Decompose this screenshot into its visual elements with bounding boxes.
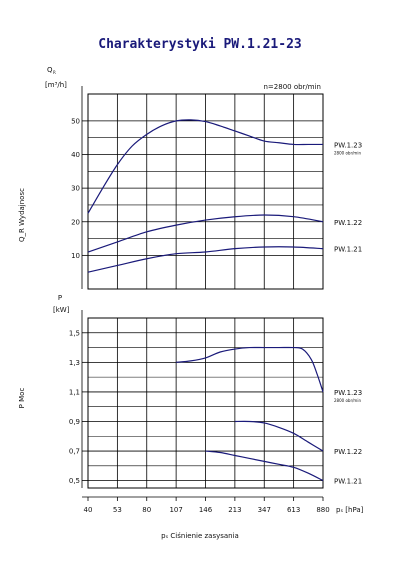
panel-0-ytick-label-0: 10 xyxy=(71,252,80,260)
x-tick-label-8: 880 xyxy=(316,506,329,514)
panel-1-series-note-PW.1.23: 2800 obr/min xyxy=(334,398,361,403)
bottom-y-label: P Moc xyxy=(18,388,26,409)
x-tick-label-5: 213 xyxy=(228,506,241,514)
panel-0-curve-PW.1.21 xyxy=(87,246,324,273)
bottom-y-unit: [kW] xyxy=(53,306,70,314)
speed-annotation: n=2800 obr/min xyxy=(263,83,321,91)
top-y-symbol-sub: R xyxy=(53,70,56,75)
panel-0-series-label-PW.1.21: PW.1.21 xyxy=(334,246,362,254)
panel-0-series-note-PW.1.23: 2800 obr/min xyxy=(334,150,361,155)
x-tick-label-6: 347 xyxy=(258,506,271,514)
panel-1-curve-PW.1.21 xyxy=(205,450,324,482)
panel-1-series-label-PW.1.22: PW.1.22 xyxy=(334,448,362,456)
x-axis-label: pₛ Ciśnienie zasysania xyxy=(161,532,239,540)
panel-0-ytick-label-4: 50 xyxy=(71,117,80,125)
x-tick-label-3: 107 xyxy=(169,506,182,514)
top-y-label: Q_R Wydajnosc xyxy=(18,188,26,242)
panel-1-ytick-label-5: 1,5 xyxy=(69,329,80,337)
panel-1-ytick-label-4: 1,3 xyxy=(69,359,80,367)
top-y-symbol: Q xyxy=(47,66,53,74)
x-tick-label-2: 80 xyxy=(142,506,151,514)
panel-1-curve-PW.1.23 xyxy=(176,346,324,393)
panel-0-curve-PW.1.23 xyxy=(87,119,323,214)
x-axis-unit: pₛ [hPa] xyxy=(336,506,364,514)
panel-0-ytick-label-1: 20 xyxy=(71,218,80,226)
panel-1-ytick-label-3: 1,1 xyxy=(69,388,80,396)
panel-1-series-label-PW.1.23: PW.1.23 xyxy=(334,389,362,397)
panel-0-series-label-PW.1.23: PW.1.23 xyxy=(334,141,362,149)
x-tick-label-0: 40 xyxy=(84,506,93,514)
x-tick-label-1: 53 xyxy=(113,506,122,514)
bottom-y-symbol: P xyxy=(58,294,62,302)
panel-1-series-label-PW.1.21: PW.1.21 xyxy=(334,478,362,486)
panel-0-ytick-label-3: 40 xyxy=(71,151,80,159)
panel-0-series-label-PW.1.22: PW.1.22 xyxy=(334,219,362,227)
x-tick-label-4: 146 xyxy=(199,506,213,514)
chart-title: Charakterystyki PW.1.21-23 xyxy=(98,37,302,52)
x-tick-label-7: 613 xyxy=(287,506,300,514)
panel-1-ytick-label-2: 0,9 xyxy=(69,418,80,426)
top-y-unit: [m³/h] xyxy=(45,81,67,89)
panel-0-curve-PW.1.22 xyxy=(87,214,324,253)
panel-1-curve-PW.1.22 xyxy=(234,420,324,452)
panel-1-ytick-label-0: 0,5 xyxy=(69,477,80,485)
panel-0-ytick-label-2: 30 xyxy=(71,185,80,193)
panel-1-ytick-label-1: 0,7 xyxy=(69,448,80,456)
